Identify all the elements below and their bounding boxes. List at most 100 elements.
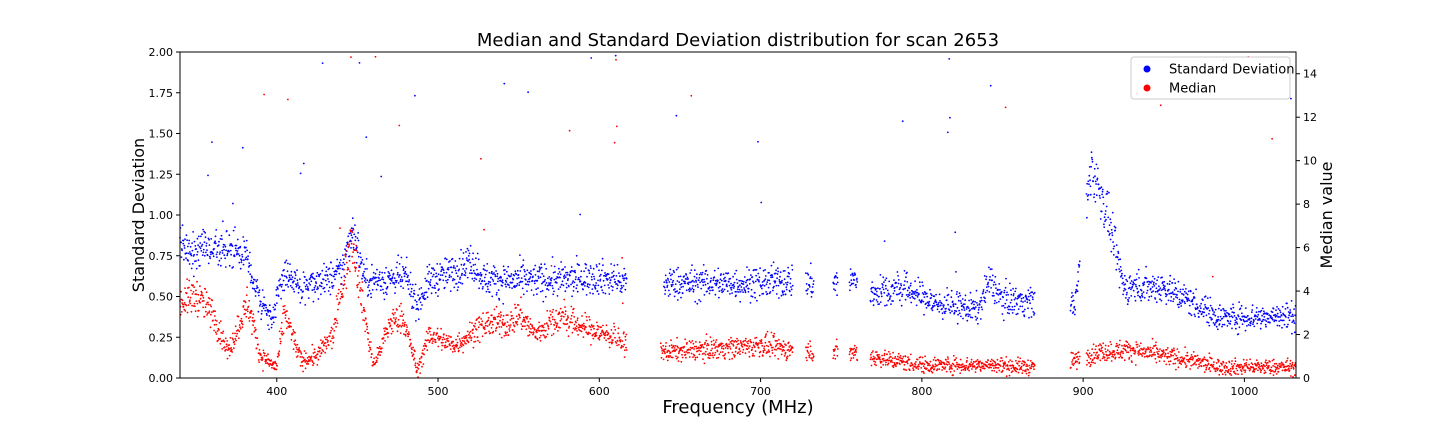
point-standard-deviation [339,259,342,261]
point-standard-deviation [1126,291,1128,294]
point-standard-deviation [486,263,489,265]
point-standard-deviation [354,224,356,227]
point-median [216,330,219,332]
point-standard-deviation [702,281,704,284]
point-standard-deviation [1011,305,1014,308]
point-standard-deviation [586,275,588,278]
point-median [706,344,708,347]
point-standard-deviation [885,277,888,280]
point-standard-deviation [977,309,980,311]
point-standard-deviation [370,296,373,299]
point-median [356,286,359,289]
point-median [613,325,616,328]
point-median [330,330,332,332]
point-median [726,347,729,350]
point-median [963,365,966,367]
point-median [345,261,348,264]
point-median [1001,359,1004,362]
point-median [515,315,518,318]
point-standard-deviation [932,305,935,308]
point-standard-deviation [525,273,528,276]
point-standard-deviation [723,278,725,280]
point-median [519,308,522,311]
point-standard-deviation [247,255,250,258]
point-median [340,282,342,285]
point-median [978,364,980,366]
point-median [437,335,440,338]
point-standard-deviation [304,276,306,278]
point-standard-deviation [453,278,456,281]
point-median [671,346,673,349]
point-median [573,323,576,326]
point-standard-deviation [778,280,781,283]
point-standard-deviation [872,286,875,289]
point-standard-deviation [547,284,550,287]
point-standard-deviation [729,293,731,295]
point-standard-deviation [323,290,326,293]
point-median [521,320,524,323]
point-median [744,339,747,342]
point-standard-deviation [891,285,894,287]
point-standard-deviation [1160,289,1163,291]
point-standard-deviation [464,274,467,277]
point-standard-deviation [513,285,516,287]
point-median [371,353,373,355]
point-standard-deviation [193,240,196,243]
point-median [280,327,282,330]
point-median [807,343,810,345]
point-standard-deviation [202,228,205,231]
point-standard-deviation [1005,294,1008,296]
point-standard-deviation [976,317,979,320]
point-standard-deviation [436,263,439,265]
point-median [287,98,289,101]
point-median [558,312,561,315]
point-standard-deviation [565,271,567,274]
point-standard-deviation [334,278,336,281]
point-standard-deviation [1101,190,1104,193]
point-median [1076,355,1079,358]
point-median [917,368,920,370]
point-standard-deviation [484,273,487,276]
point-standard-deviation [193,253,196,256]
point-standard-deviation [875,299,878,301]
point-standard-deviation [1189,313,1191,315]
point-standard-deviation [621,286,623,289]
point-standard-deviation [552,287,554,290]
point-standard-deviation [963,309,966,311]
point-standard-deviation [566,274,568,276]
point-standard-deviation [365,258,368,260]
point-median [578,328,580,331]
point-standard-deviation [1289,311,1292,314]
point-standard-deviation [1259,327,1262,330]
point-standard-deviation [1114,229,1117,232]
point-median [669,351,672,354]
point-median [608,337,610,340]
point-standard-deviation [310,280,313,283]
point-standard-deviation [690,269,693,271]
point-standard-deviation [197,235,200,238]
point-standard-deviation [694,300,697,303]
point-standard-deviation [928,304,931,307]
point-median [952,354,955,357]
point-standard-deviation [754,280,757,283]
point-standard-deviation [1136,287,1139,290]
point-standard-deviation [1086,182,1089,185]
point-standard-deviation [309,283,312,286]
point-standard-deviation [599,280,601,282]
point-median [544,329,547,332]
point-standard-deviation [180,256,183,258]
point-standard-deviation [1183,284,1185,286]
point-standard-deviation [399,278,402,281]
point-median [456,341,459,344]
point-standard-deviation [735,278,738,281]
point-standard-deviation [305,288,307,290]
point-standard-deviation [1161,276,1163,279]
point-median [350,242,353,245]
point-standard-deviation [1287,311,1290,313]
point-median [970,361,973,363]
point-standard-deviation [463,263,466,265]
point-standard-deviation [216,256,218,258]
point-median [387,336,389,338]
point-median [236,332,239,335]
point-median [528,327,530,329]
